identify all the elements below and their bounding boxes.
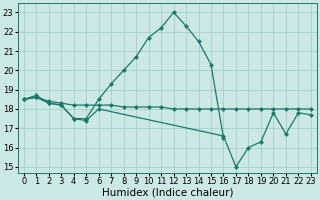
X-axis label: Humidex (Indice chaleur): Humidex (Indice chaleur) — [101, 187, 233, 197]
